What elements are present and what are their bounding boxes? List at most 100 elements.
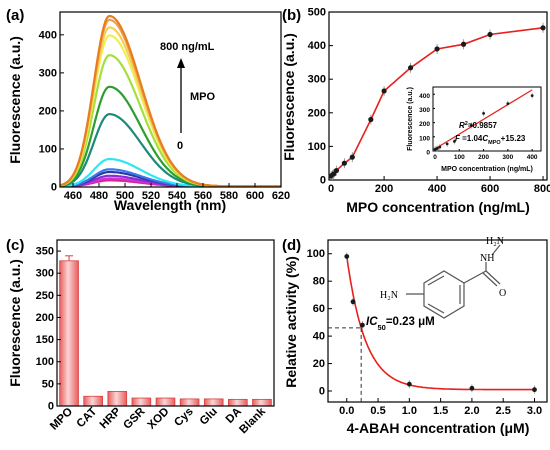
data-point — [540, 25, 546, 31]
bar — [179, 398, 200, 407]
panel-d-ylabel: Relative activity (%) — [283, 256, 299, 388]
x-tick-label: 400 — [428, 183, 446, 195]
inset-linear-fit: 0 100 200 300 400 0 100 200 300 400 R2=0.9857 F =… — [407, 86, 542, 173]
x-tick-label: 2.0 — [464, 405, 479, 417]
x-tick-label: 0.5 — [370, 405, 385, 417]
carbonyl-bond — [485, 270, 501, 285]
x-tick-label: 500 — [116, 190, 134, 202]
panel-a-spectra: (a) 460 480 500 520 540 560 580 600 620 0 100 200 30… — [6, 7, 290, 213]
y-tick-label: 0 — [320, 175, 326, 187]
y-tick-label: 200 — [39, 105, 57, 117]
x-tick-label: 1.0 — [402, 405, 417, 417]
panel-b-frame — [328, 11, 548, 181]
y-tick-label: 20 — [313, 358, 325, 370]
x-tick-label: 600 — [481, 183, 499, 195]
benzene-ring — [423, 270, 465, 319]
x-tick-label: 620 — [272, 190, 290, 202]
y-tick-label: 200 — [36, 312, 54, 324]
panel-b-ylabel: Fluorescence (a.u.) — [281, 33, 297, 161]
inset-r2: R2=0.9857 — [459, 121, 498, 130]
x-tick-label: 600 — [246, 190, 264, 202]
category-label: HRP — [98, 405, 124, 431]
y-tick-label: 100 — [419, 135, 430, 142]
spectrum-line — [59, 14, 281, 188]
ring-double-bond-3 — [427, 303, 445, 314]
nn-bond — [491, 244, 501, 256]
x-tick-label: 3.0 — [527, 405, 542, 417]
fit-line — [434, 89, 533, 150]
data-point — [469, 385, 475, 391]
panel-c-frame — [56, 239, 275, 407]
data-point — [532, 387, 537, 393]
data-point — [350, 299, 356, 305]
y-tick-label: 350 — [36, 246, 54, 258]
data-point — [368, 116, 374, 123]
bar — [252, 398, 272, 407]
ring-double-bond-1 — [427, 275, 445, 286]
x-tick-label: 520 — [142, 190, 160, 202]
category-label: DA — [224, 406, 244, 426]
panel-a-ylabel: Fluorescence (a.u.) — [7, 36, 23, 164]
4-abah-structure — [406, 244, 501, 319]
conc-high-label: 800 ng/mL — [160, 41, 215, 53]
y-tick-label: 300 — [36, 268, 54, 280]
y-tick-label: 300 — [308, 74, 326, 86]
data-point — [349, 154, 355, 160]
bar — [131, 397, 152, 407]
y-tick-label: 300 — [39, 67, 57, 79]
conc-zero-label: 0 — [177, 140, 183, 152]
bar — [59, 260, 79, 407]
y-tick-label: 400 — [39, 29, 57, 41]
y-tick-label: 100 — [308, 141, 326, 153]
panel-b-calibration: (b) 0 200 400 600 800 0 100 200 300 400 500 MPO co… — [281, 7, 550, 216]
hydrazide-label: H₂N — [486, 236, 504, 247]
bar — [228, 398, 248, 407]
y-tick-label: 200 — [419, 121, 430, 128]
category-label: GSR — [121, 405, 148, 432]
carbonyl-double-bond — [482, 272, 498, 287]
x-tick-label: 300 — [502, 154, 513, 161]
panel-a-xlabel: Wavelength (nm) — [114, 197, 226, 213]
x-tick-label: 460 — [64, 190, 82, 202]
x-tick-label: 400 — [527, 154, 538, 161]
x-tick-label: 800 — [534, 183, 550, 195]
panel-d-inhibition: (d) 0.0 0.5 1.0 1.5 2.0 2.5 3.0 0 20 40 60 80 100 IC… — [282, 236, 548, 436]
y-tick-label: 80 — [313, 276, 325, 288]
data-point — [341, 160, 347, 166]
category-label: Glu — [198, 406, 220, 428]
y-tick-label: 250 — [36, 290, 54, 302]
category-label: CAT — [75, 406, 100, 431]
x-tick-label: 0 — [328, 183, 334, 195]
inset-data-point — [482, 112, 485, 115]
x-tick-label: 100 — [454, 154, 465, 161]
inhibition-curve — [328, 252, 537, 402]
arrow-head-icon — [177, 58, 185, 68]
data-point — [434, 46, 440, 52]
nh-label: NH — [480, 253, 494, 264]
panel-a-axes: 460 480 500 520 540 560 580 600 620 0 100 200 300 400 — [39, 29, 291, 202]
inset-data-point — [438, 145, 442, 149]
data-point — [460, 41, 467, 47]
inset-frame — [432, 86, 542, 152]
panel-d-label: (d) — [282, 237, 301, 254]
y-tick-label: 40 — [313, 331, 325, 343]
x-tick-label: 540 — [168, 190, 186, 202]
selectivity-bars — [59, 255, 272, 407]
inset-data-point — [436, 147, 439, 150]
data-point — [333, 167, 340, 174]
data-point — [344, 254, 350, 259]
panel-d-frame — [327, 239, 548, 403]
inset-data-point — [530, 94, 534, 98]
panel-b-label: (b) — [282, 7, 301, 24]
ic50-label: IC50=0.23 μM — [366, 316, 435, 332]
bar — [155, 397, 176, 407]
spectrum-line — [59, 54, 281, 188]
carbonyl-o-label: O — [499, 288, 506, 299]
inset-xlabel: MPO concentration (ng/mL) — [441, 166, 533, 173]
bar — [83, 395, 103, 407]
panel-a-label: (a) — [6, 7, 24, 24]
y-tick-label: 50 — [42, 378, 54, 390]
decay-fit-line — [346, 256, 535, 391]
panel-c-label: (c) — [6, 237, 24, 254]
